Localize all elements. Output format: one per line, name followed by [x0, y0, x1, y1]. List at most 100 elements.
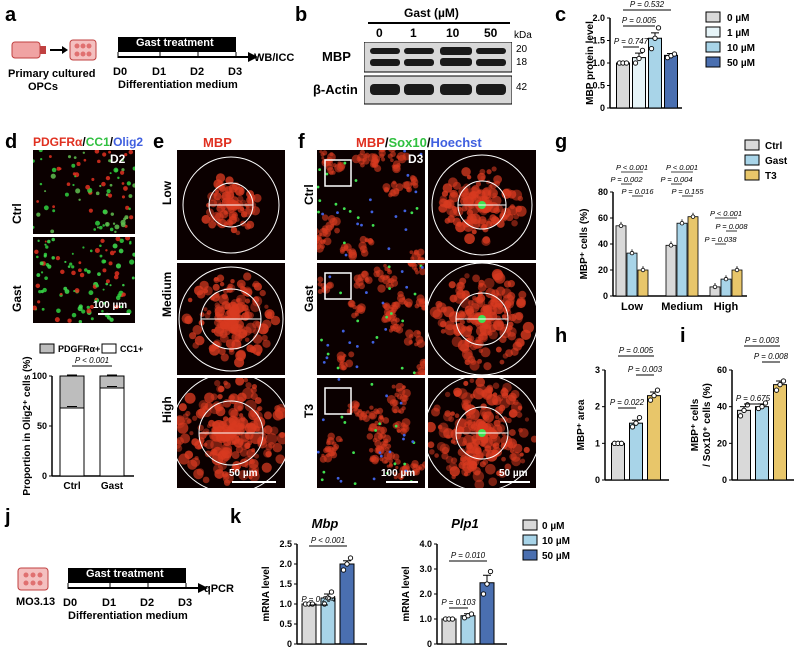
- j-treatment-bar: [68, 568, 186, 583]
- mbp-blob: [409, 175, 416, 181]
- nucleus: [387, 265, 391, 269]
- mbp-blob: [178, 453, 190, 465]
- cell-dot: [44, 276, 48, 280]
- cell-dot: [39, 261, 44, 266]
- cell-dot: [75, 188, 81, 194]
- cell-dot: [112, 222, 116, 225]
- cell-dot: [94, 297, 98, 301]
- cell-dot: [35, 283, 41, 289]
- mbp-blob: [396, 155, 400, 159]
- mbp-blob: [416, 363, 423, 370]
- mbp-blob: [466, 174, 472, 180]
- mbp-blob: [477, 282, 487, 292]
- mbp-blob: [506, 417, 512, 424]
- data-point: [773, 387, 780, 393]
- mbp-blob: [204, 450, 212, 458]
- nucleus: [385, 315, 389, 319]
- mbp-blob: [492, 443, 497, 448]
- mbp-blob: [364, 237, 369, 243]
- mbp-blob: [495, 204, 504, 213]
- cell-dot: [38, 150, 43, 153]
- mbp-blob: [239, 325, 246, 332]
- mbp-blob: [230, 279, 235, 284]
- kda-42: 42: [516, 82, 528, 93]
- mbp-blob: [440, 329, 446, 334]
- mbp-blob: [214, 304, 224, 313]
- mbp-blob: [443, 412, 453, 422]
- cell-dot: [109, 284, 112, 287]
- mbp-blob: [256, 407, 261, 412]
- cell-dot: [41, 307, 45, 311]
- mbp-blob: [506, 292, 516, 301]
- cell-dot: [109, 250, 115, 256]
- y-axis-label: mRNA level: [261, 566, 272, 621]
- mbp-blob: [520, 458, 526, 464]
- cell-dot: [86, 308, 92, 314]
- mbp-blob: [323, 237, 332, 246]
- data-point: [741, 407, 747, 413]
- mbp-blob: [450, 457, 458, 464]
- mbp-blob: [244, 223, 251, 230]
- mbp-blob: [211, 328, 216, 333]
- cell-dot: [114, 224, 120, 230]
- nucleus: [356, 222, 360, 226]
- mbp-blob: [409, 250, 414, 255]
- mbp-blob: [444, 410, 452, 417]
- mbp-blob: [483, 277, 495, 289]
- mbp-blob: [217, 393, 223, 400]
- nucleus: [403, 462, 407, 466]
- cell-dot: [71, 270, 76, 276]
- j-day-0: D0: [63, 597, 78, 609]
- cell-dot: [78, 198, 81, 202]
- nucleus: [387, 247, 391, 251]
- row-label-low: Low: [160, 181, 174, 205]
- scale-bar-f-right: [500, 481, 530, 483]
- nucleus: [400, 270, 404, 273]
- mbp-blob: [491, 269, 503, 281]
- nucleus: [372, 477, 376, 481]
- mbp-blob: [417, 263, 425, 266]
- mbp-blob: [334, 163, 344, 173]
- mbp-blob: [479, 461, 486, 468]
- mbp-blob: [466, 213, 477, 224]
- mbp-blob: [415, 335, 424, 344]
- bar: [731, 269, 743, 297]
- legend-swatch: [39, 343, 55, 354]
- p-value: P = 0.038: [704, 235, 737, 244]
- kda-label: kDa: [514, 30, 532, 41]
- mbp-blob: [223, 380, 228, 386]
- mbp-blob: [230, 226, 238, 234]
- mbp-blob: [213, 198, 222, 206]
- mbp-blob: [475, 378, 486, 387]
- mbp-blob: [477, 291, 483, 297]
- chart-title: Mbp: [312, 516, 339, 531]
- mbp-blob: [366, 410, 370, 414]
- cell-dot: [51, 237, 55, 242]
- p-value: P = 0.103: [441, 598, 476, 607]
- cell-dot: [37, 239, 40, 242]
- mbp-blob: [189, 431, 194, 436]
- data-point: [712, 284, 718, 290]
- legend-label: 1 µM: [727, 28, 749, 39]
- chart-k-mbp: 0 0.5 1.0 1.5 2.0 2.5 mRNA level P = 0.294 P < 0…: [261, 516, 367, 649]
- micrograph-f-ctrl-overview: [317, 150, 425, 260]
- mbp-blob: [214, 380, 221, 387]
- mbp-blob: [396, 151, 406, 161]
- mbp-blob: [252, 193, 262, 203]
- mbp-blob: [187, 297, 193, 303]
- cell-dot: [102, 268, 107, 273]
- mbp-blob: [516, 411, 523, 418]
- cell-dot: [40, 157, 43, 161]
- mbp-blob: [209, 402, 221, 415]
- mbp-blob: [501, 456, 506, 462]
- mbp-blob: [387, 153, 393, 159]
- nucleus: [321, 212, 325, 216]
- day-2: D2: [190, 66, 205, 78]
- legend-label: 10 µM: [727, 43, 755, 54]
- cell-dot: [85, 184, 91, 190]
- nucleus: [342, 207, 346, 211]
- cell-dot: [108, 159, 112, 163]
- micrograph-f-t3-overview: [317, 378, 425, 488]
- mbp-blob: [453, 390, 461, 398]
- day-label-d3: D3: [408, 152, 424, 166]
